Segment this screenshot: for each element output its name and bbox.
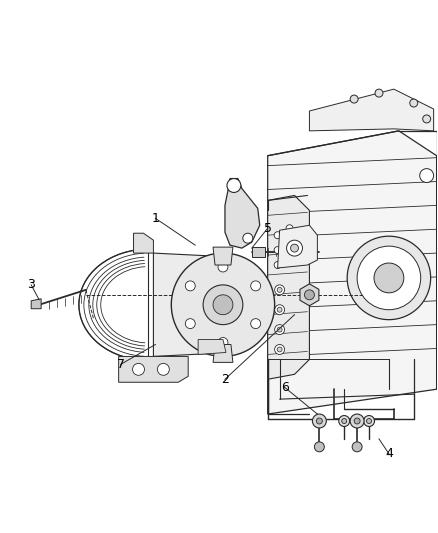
Circle shape (423, 115, 431, 123)
Circle shape (286, 240, 293, 247)
Circle shape (352, 442, 362, 452)
Circle shape (350, 95, 358, 103)
Text: 4: 4 (385, 447, 393, 461)
Polygon shape (268, 131, 437, 414)
Circle shape (275, 325, 285, 335)
Circle shape (350, 414, 364, 428)
Circle shape (251, 319, 261, 329)
Circle shape (286, 225, 293, 232)
Circle shape (277, 347, 282, 352)
Circle shape (290, 244, 298, 252)
Circle shape (275, 305, 285, 314)
Text: 6: 6 (281, 381, 289, 394)
Polygon shape (213, 247, 233, 265)
Polygon shape (225, 179, 260, 248)
Polygon shape (134, 233, 153, 253)
Circle shape (354, 418, 360, 424)
Circle shape (213, 295, 233, 314)
Circle shape (347, 236, 431, 320)
Circle shape (133, 364, 145, 375)
Circle shape (312, 414, 326, 428)
Circle shape (342, 418, 347, 424)
Circle shape (277, 307, 282, 312)
Text: 2: 2 (221, 373, 229, 386)
Circle shape (375, 89, 383, 97)
Circle shape (410, 99, 418, 107)
Circle shape (275, 285, 285, 295)
Circle shape (357, 246, 421, 310)
Circle shape (185, 319, 195, 329)
Circle shape (218, 262, 228, 272)
Text: 3: 3 (27, 278, 35, 292)
Circle shape (171, 253, 275, 357)
Polygon shape (153, 253, 236, 357)
Circle shape (274, 232, 281, 239)
Text: 1: 1 (152, 212, 159, 225)
Circle shape (274, 262, 281, 269)
Circle shape (251, 281, 261, 291)
Circle shape (374, 263, 404, 293)
Circle shape (277, 327, 282, 332)
Circle shape (339, 416, 350, 426)
Circle shape (218, 337, 228, 348)
Polygon shape (268, 196, 309, 379)
Circle shape (243, 233, 253, 243)
Circle shape (420, 168, 434, 182)
Circle shape (304, 290, 314, 300)
Polygon shape (119, 357, 188, 382)
Polygon shape (31, 299, 41, 309)
Circle shape (316, 418, 322, 424)
Polygon shape (278, 225, 318, 268)
Circle shape (274, 247, 281, 254)
Circle shape (286, 255, 293, 262)
Circle shape (277, 287, 282, 292)
Circle shape (275, 344, 285, 354)
Text: 5: 5 (264, 222, 272, 235)
Polygon shape (213, 344, 233, 362)
Polygon shape (309, 89, 434, 131)
Circle shape (286, 240, 303, 256)
Circle shape (314, 442, 324, 452)
Polygon shape (252, 247, 265, 257)
Polygon shape (300, 284, 319, 306)
Polygon shape (198, 340, 226, 354)
Text: 7: 7 (117, 358, 125, 371)
Circle shape (157, 364, 170, 375)
Circle shape (364, 416, 374, 426)
Circle shape (185, 281, 195, 291)
Circle shape (203, 285, 243, 325)
Circle shape (227, 179, 241, 192)
Circle shape (367, 418, 371, 424)
